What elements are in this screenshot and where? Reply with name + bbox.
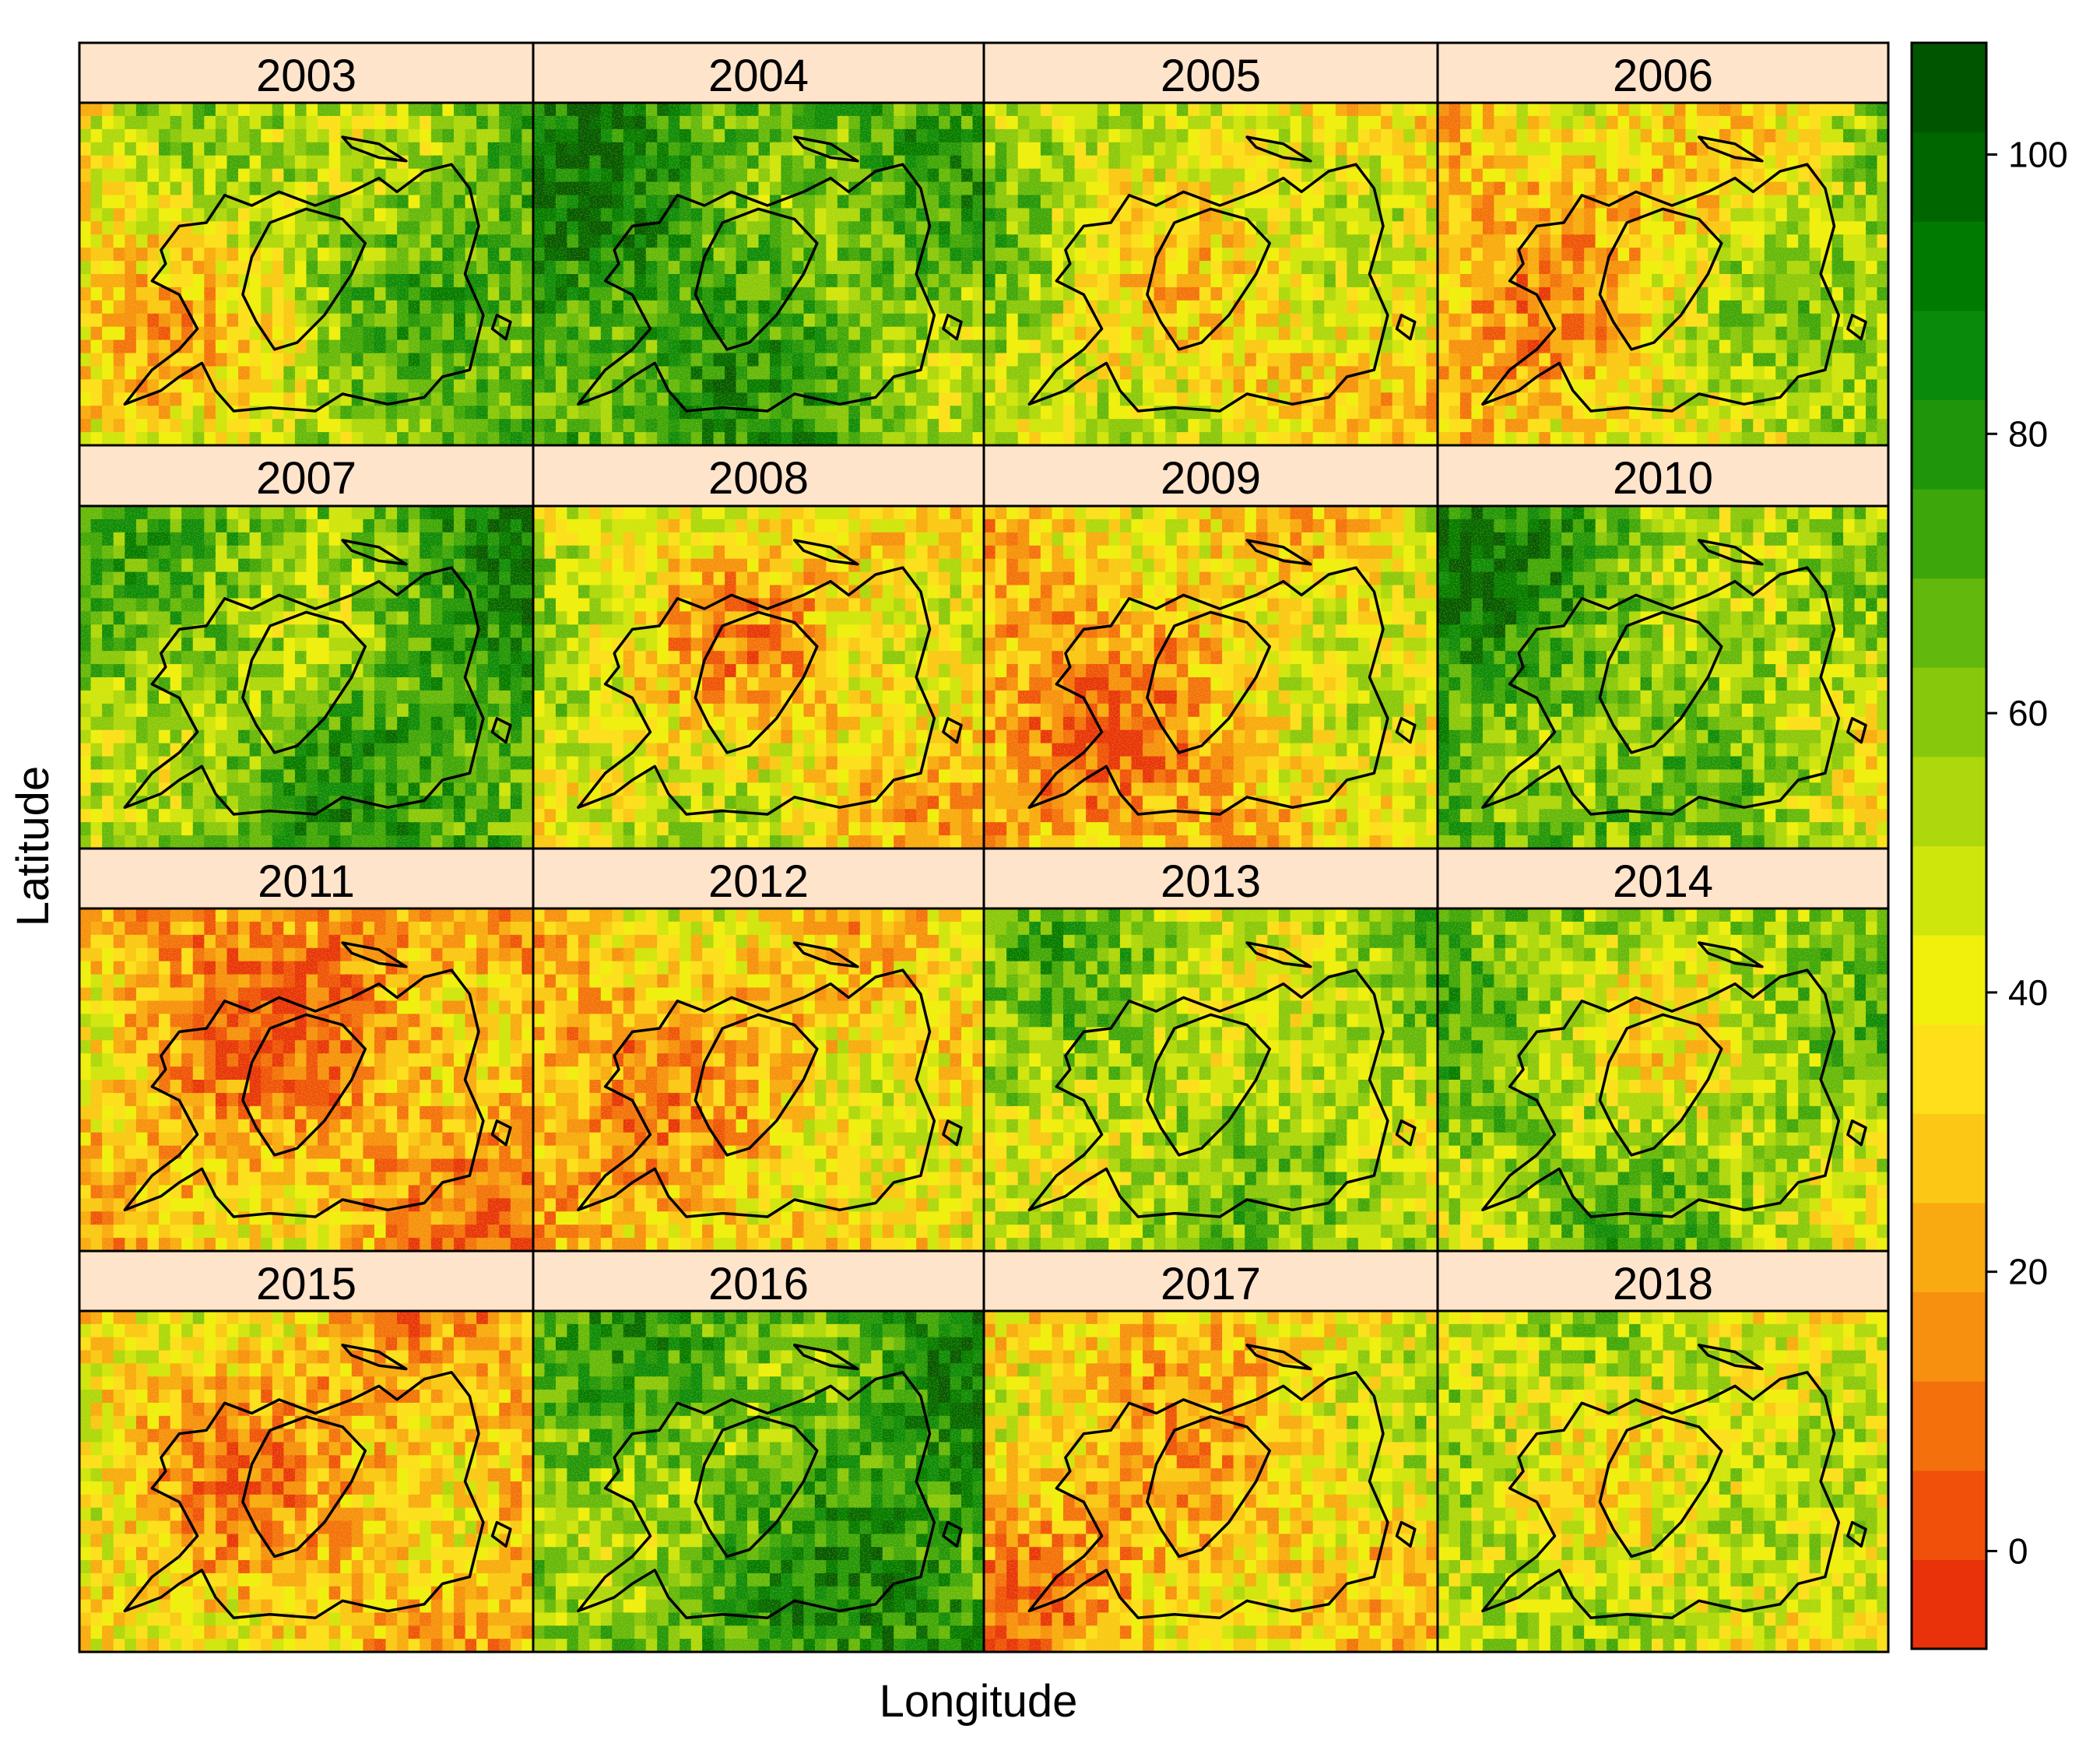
panel-2004: 2004 xyxy=(533,43,985,446)
strip-label-2003: 2003 xyxy=(256,51,356,101)
yearly-map-figure: 2003 2004 2005 20062007 2008 2009 20102011 2012… xyxy=(0,0,2100,1743)
strip-label-2006: 2006 xyxy=(1613,51,1713,101)
panel-2003: 2003 xyxy=(79,43,534,446)
strip-label-2005: 2005 xyxy=(1161,51,1261,101)
strip-label-2007: 2007 xyxy=(256,453,356,504)
strip-label-2004: 2004 xyxy=(708,51,809,101)
panel-2006: 2006 xyxy=(1438,43,1889,446)
panel-2007: 2007 xyxy=(79,445,534,849)
panel-2005: 2005 xyxy=(984,43,1438,446)
